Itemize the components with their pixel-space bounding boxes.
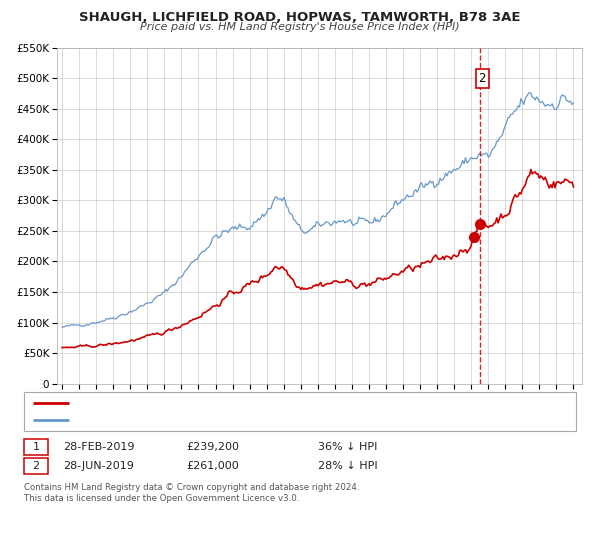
Text: Contains HM Land Registry data © Crown copyright and database right 2024.: Contains HM Land Registry data © Crown c… (24, 483, 359, 492)
Text: 2: 2 (32, 461, 40, 471)
Text: 28-FEB-2019: 28-FEB-2019 (63, 442, 134, 452)
Text: 1: 1 (32, 442, 40, 452)
Text: £261,000: £261,000 (186, 461, 239, 471)
Text: SHAUGH, LICHFIELD ROAD, HOPWAS, TAMWORTH, B78 3AE (detached house): SHAUGH, LICHFIELD ROAD, HOPWAS, TAMWORTH… (75, 398, 478, 408)
Text: 36% ↓ HPI: 36% ↓ HPI (318, 442, 377, 452)
Text: SHAUGH, LICHFIELD ROAD, HOPWAS, TAMWORTH, B78 3AE: SHAUGH, LICHFIELD ROAD, HOPWAS, TAMWORTH… (79, 11, 521, 24)
Text: HPI: Average price, detached house, Lichfield: HPI: Average price, detached house, Lich… (75, 415, 312, 425)
Text: This data is licensed under the Open Government Licence v3.0.: This data is licensed under the Open Gov… (24, 494, 299, 503)
Text: 28-JUN-2019: 28-JUN-2019 (63, 461, 134, 471)
Text: Price paid vs. HM Land Registry's House Price Index (HPI): Price paid vs. HM Land Registry's House … (140, 22, 460, 32)
Text: £239,200: £239,200 (186, 442, 239, 452)
Text: 2: 2 (479, 72, 486, 85)
Text: 28% ↓ HPI: 28% ↓ HPI (318, 461, 377, 471)
